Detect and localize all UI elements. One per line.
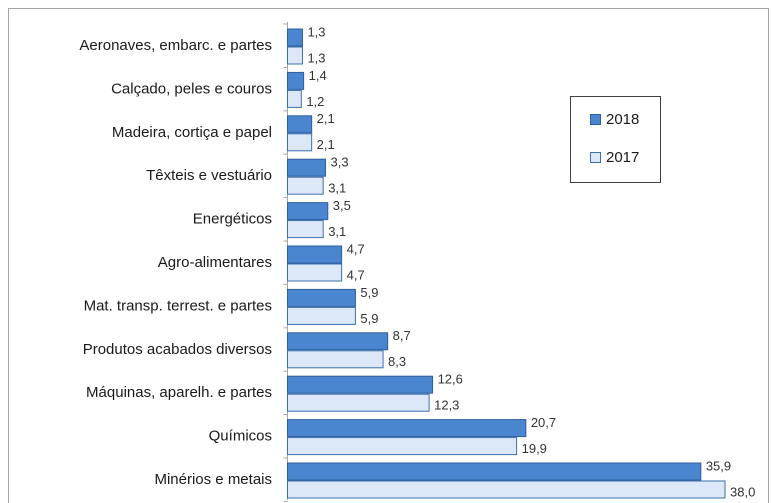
value-label: 38,0 xyxy=(730,484,755,499)
legend-swatch xyxy=(590,152,601,163)
bar xyxy=(287,133,313,152)
chart-frame xyxy=(8,8,769,503)
value-label: 19,9 xyxy=(522,441,547,456)
value-label: 12,3 xyxy=(434,398,459,413)
value-label: 5,9 xyxy=(360,285,378,300)
category-label: Agro-alimentares xyxy=(158,254,272,271)
bar xyxy=(287,350,384,369)
bar xyxy=(287,393,430,412)
value-label: 4,7 xyxy=(347,267,365,282)
category-label: Mat. transp. terrest. e partes xyxy=(84,297,272,314)
value-label: 5,9 xyxy=(360,311,378,326)
legend-box xyxy=(570,96,661,183)
legend-label: 2017 xyxy=(606,149,639,166)
value-label: 2,1 xyxy=(317,111,335,126)
category-label: Aeronaves, embarc. e partes xyxy=(79,37,272,54)
bar xyxy=(287,245,343,264)
category-label: Químicos xyxy=(209,428,272,445)
bar xyxy=(287,462,702,481)
bar xyxy=(287,202,329,221)
bar xyxy=(287,46,303,65)
value-label: 1,4 xyxy=(309,68,327,83)
value-label: 20,7 xyxy=(531,415,556,430)
value-label: 3,1 xyxy=(328,224,346,239)
value-label: 3,1 xyxy=(328,181,346,196)
value-label: 8,7 xyxy=(393,328,411,343)
category-label: Minérios e metais xyxy=(154,471,272,488)
category-label: Energéticos xyxy=(193,211,272,228)
value-label: 1,3 xyxy=(307,50,325,65)
bar xyxy=(287,419,527,438)
bar xyxy=(287,263,343,282)
bar xyxy=(287,288,356,307)
bar xyxy=(287,480,726,499)
legend-label: 2018 xyxy=(606,111,639,128)
value-label: 3,5 xyxy=(333,198,351,213)
category-label: Produtos acabados diversos xyxy=(83,341,272,358)
value-label: 2,1 xyxy=(317,137,335,152)
bar xyxy=(287,176,324,195)
legend-swatch xyxy=(590,114,601,125)
bar xyxy=(287,375,434,394)
value-label: 35,9 xyxy=(706,458,731,473)
value-label: 12,6 xyxy=(438,372,463,387)
bar xyxy=(287,71,305,90)
value-label: 8,3 xyxy=(388,354,406,369)
bar xyxy=(287,28,303,47)
bar xyxy=(287,437,518,456)
bar xyxy=(287,220,324,239)
value-label: 1,3 xyxy=(307,24,325,39)
bar xyxy=(287,158,326,177)
bar xyxy=(287,89,302,108)
value-label: 3,3 xyxy=(330,155,348,170)
category-label: Têxteis e vestuário xyxy=(146,167,272,184)
bar xyxy=(287,115,313,134)
category-label: Calçado, peles e couros xyxy=(111,80,272,97)
category-label: Madeira, cortiça e papel xyxy=(112,124,272,141)
value-label: 4,7 xyxy=(347,241,365,256)
bar xyxy=(287,306,356,325)
value-label: 1,2 xyxy=(306,94,324,109)
bar xyxy=(287,332,389,351)
category-label: Máquinas, aparelh. e partes xyxy=(86,384,272,401)
